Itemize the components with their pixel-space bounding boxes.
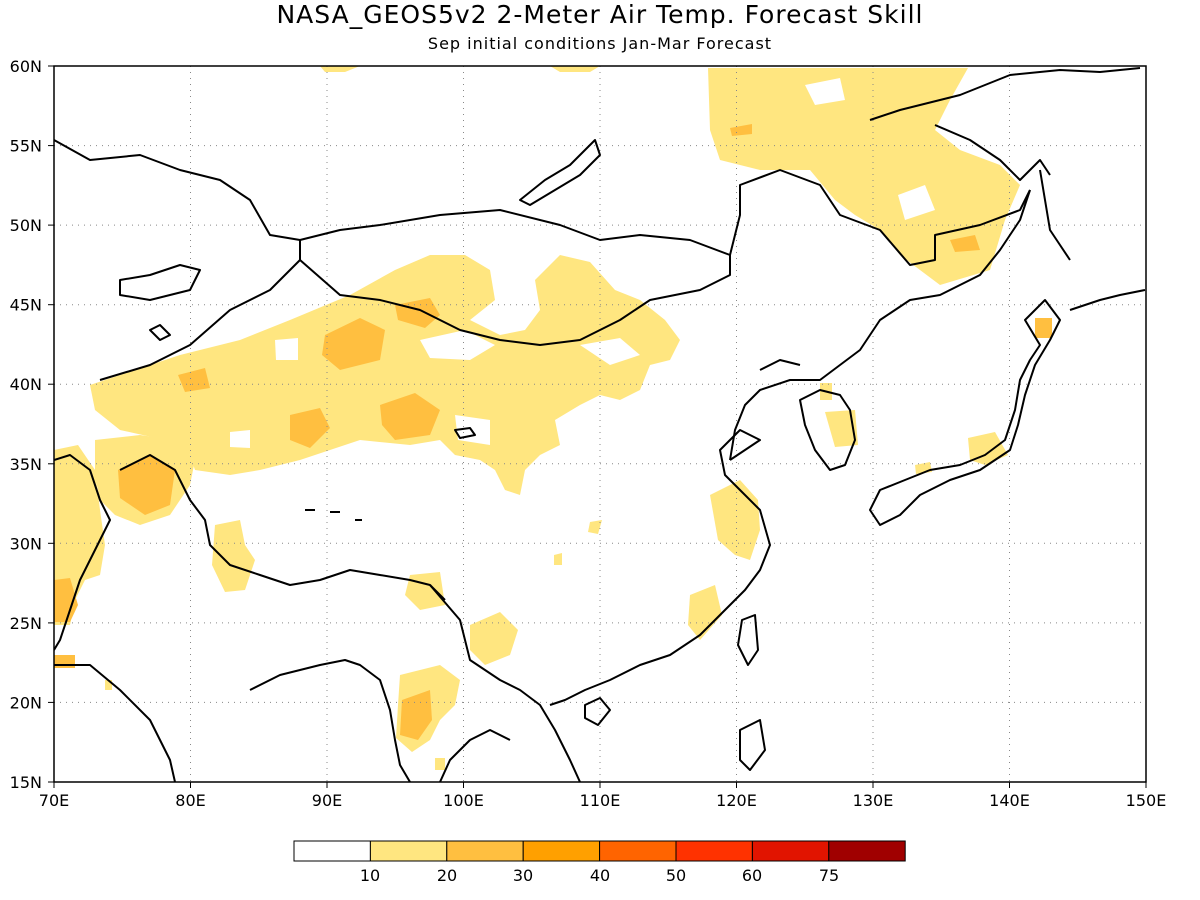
colorbar-label: 30 <box>512 866 534 885</box>
colorbar-swatch <box>828 840 906 862</box>
lat-label: 60N <box>10 57 42 76</box>
lon-label: 90E <box>312 791 342 810</box>
colorbar-label: 75 <box>818 866 840 885</box>
colorbar-swatch <box>522 840 601 862</box>
colorbar-label: 40 <box>589 866 611 885</box>
colorbar-swatch <box>293 840 371 862</box>
lat-label: 15N <box>10 773 42 792</box>
lat-label: 40N <box>10 375 42 394</box>
lat-label: 20N <box>10 693 42 712</box>
lat-label: 30N <box>10 534 42 553</box>
coastlines <box>54 67 1146 782</box>
lat-ticks <box>48 65 54 783</box>
colorbar-swatch <box>675 840 753 862</box>
lon-label: 70E <box>39 791 69 810</box>
lon-label: 140E <box>989 791 1030 810</box>
lat-label: 35N <box>10 455 42 474</box>
lon-label: 150E <box>1126 791 1167 810</box>
colorbar-swatch <box>599 840 677 862</box>
lon-label: 130E <box>853 791 894 810</box>
lat-label: 55N <box>10 137 42 156</box>
colorbar-swatch <box>751 840 830 862</box>
lon-label: 80E <box>175 791 205 810</box>
colorbar-label: 50 <box>665 866 687 885</box>
lon-label: 110E <box>580 791 621 810</box>
shade-northeast <box>708 68 1020 285</box>
colorbar-swatch <box>369 840 448 862</box>
colorbar-label: 60 <box>741 866 763 885</box>
map-subtitle: Sep initial conditions Jan-Mar Forecast <box>427 34 773 53</box>
border-mongolia <box>299 209 731 346</box>
lat-label: 50N <box>10 216 42 235</box>
colorbar <box>293 840 906 862</box>
lat-label: 25N <box>10 614 42 633</box>
colorbar-label: 10 <box>359 866 381 885</box>
colorbar-swatch <box>446 840 524 862</box>
skill-shading <box>54 66 1052 770</box>
lat-labels: 60N 55N 50N 45N 40N 35N 30N 25N 20N 15N <box>10 57 42 792</box>
lat-label: 45N <box>10 296 42 315</box>
lon-labels: 70E 80E 90E 100E 110E 120E 130E 140E 150… <box>39 791 1167 810</box>
lon-label: 100E <box>443 791 484 810</box>
map-title: NASA_GEOS5v2 2-Meter Air Temp. Forecast … <box>276 0 924 29</box>
lon-ticks <box>53 782 1147 788</box>
lon-label: 120E <box>716 791 757 810</box>
colorbar-label: 20 <box>436 866 458 885</box>
grid-lines <box>54 66 1146 782</box>
